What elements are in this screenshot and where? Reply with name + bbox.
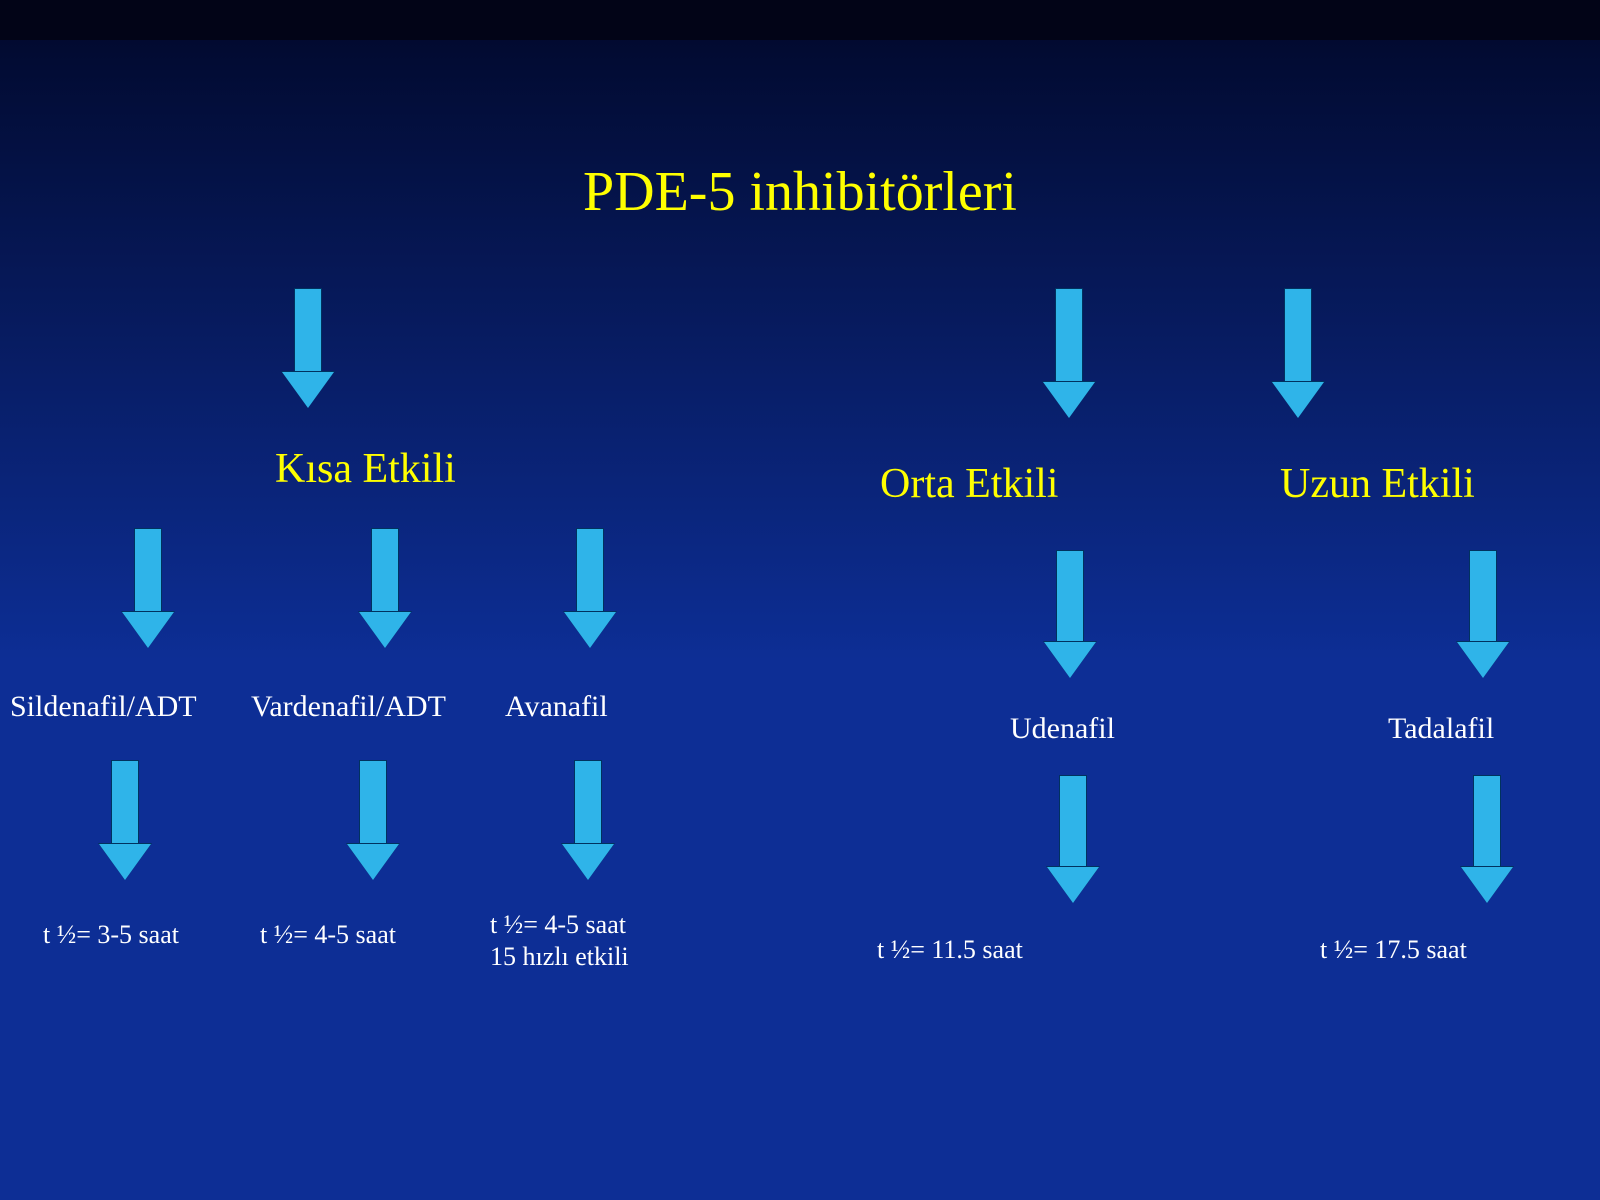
top-bar <box>0 0 1600 40</box>
drug-udenafil: Udenafil <box>1010 712 1115 746</box>
arrow-down-icon <box>564 528 616 648</box>
halflife-sildenafil: t ½= 3-5 saat <box>43 920 179 950</box>
halflife-text: t ½= 3-5 saat <box>43 920 179 949</box>
arrow-down-icon <box>1272 288 1324 418</box>
halflife-text: t ½= 4-5 saat <box>490 910 626 939</box>
arrow-down-icon <box>359 528 411 648</box>
drug-sildenafil: Sildenafil/ADT <box>10 690 197 724</box>
arrow-down-icon <box>282 288 334 408</box>
arrow-down-icon <box>1047 775 1099 903</box>
slide: PDE-5 inhibitörleri Kısa Etkili Orta Etk… <box>0 0 1600 1200</box>
arrow-down-icon <box>122 528 174 648</box>
arrow-down-icon <box>562 760 614 880</box>
halflife-tadalafil: t ½= 17.5 saat <box>1320 935 1467 965</box>
halflife-udenafil: t ½= 11.5 saat <box>877 935 1023 965</box>
arrow-down-icon <box>1457 550 1509 678</box>
arrow-down-icon <box>99 760 151 880</box>
category-mid: Orta Etkili <box>880 460 1058 508</box>
category-long: Uzun Etkili <box>1280 460 1475 508</box>
category-short: Kısa Etkili <box>275 445 456 493</box>
halflife-vardenafil: t ½= 4-5 saat <box>260 920 396 950</box>
drug-vardenafil: Vardenafil/ADT <box>251 690 446 724</box>
arrow-down-icon <box>347 760 399 880</box>
halflife-avanafil: t ½= 4-5 saat 15 hızlı etkili <box>490 910 629 972</box>
slide-title: PDE-5 inhibitörleri <box>0 160 1600 224</box>
halflife-text: t ½= 4-5 saat <box>260 920 396 949</box>
halflife-text: t ½= 11.5 saat <box>877 935 1023 964</box>
drug-tadalafil: Tadalafil <box>1388 712 1494 746</box>
halflife-text-line2: 15 hızlı etkili <box>490 942 629 972</box>
arrow-down-icon <box>1043 288 1095 418</box>
halflife-text: t ½= 17.5 saat <box>1320 935 1467 964</box>
arrow-down-icon <box>1461 775 1513 903</box>
arrow-down-icon <box>1044 550 1096 678</box>
drug-avanafil: Avanafil <box>505 690 608 724</box>
